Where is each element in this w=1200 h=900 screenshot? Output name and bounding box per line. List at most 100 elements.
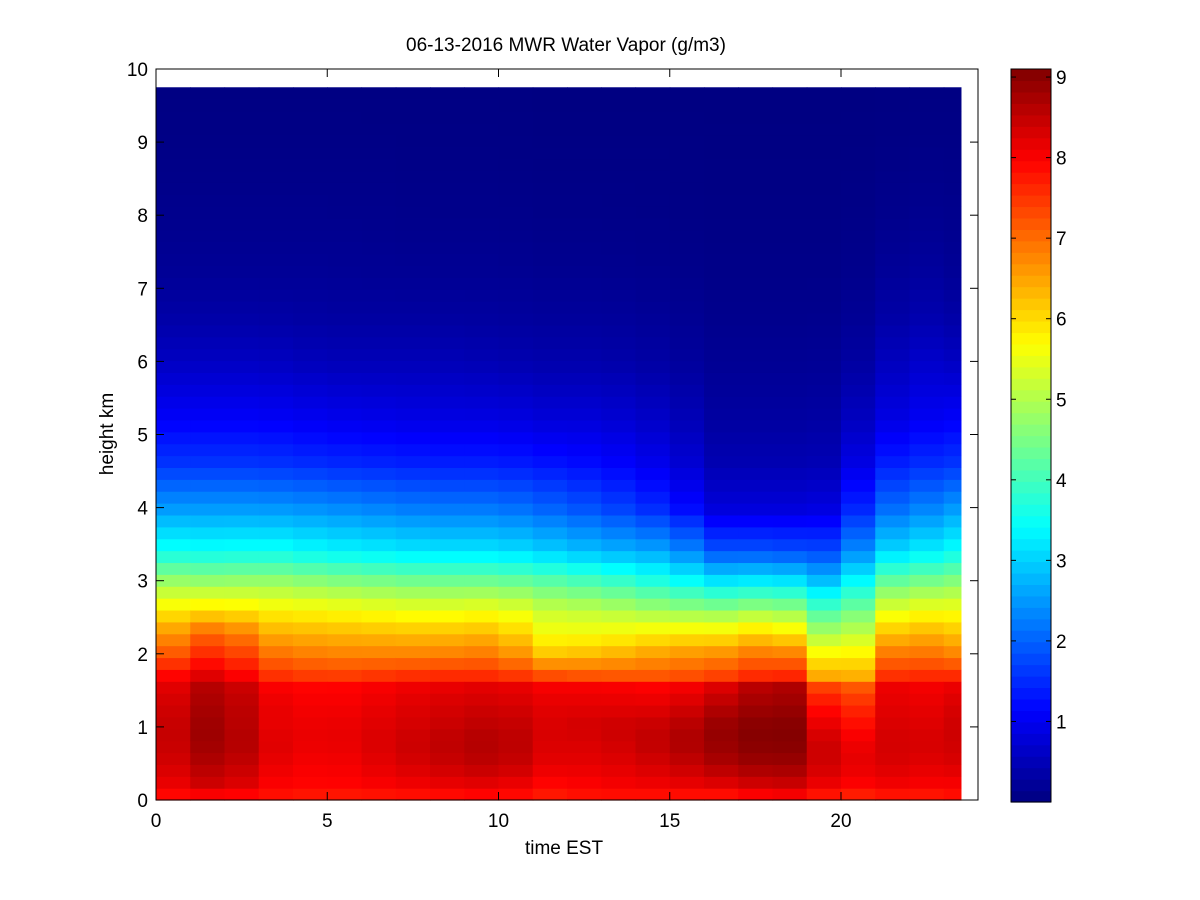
colorbar xyxy=(1011,69,1051,803)
heatmap-cell xyxy=(601,301,637,314)
colorbar-swatch xyxy=(1011,206,1051,219)
heatmap-cell xyxy=(738,301,774,314)
heatmap-cell xyxy=(395,681,431,694)
heatmap-cell xyxy=(532,384,568,397)
heatmap-cell xyxy=(841,265,876,278)
heatmap-cell xyxy=(258,372,294,385)
colorbar-tick-label: 9 xyxy=(1056,68,1067,89)
colorbar-swatch xyxy=(1011,160,1051,173)
heatmap-cell xyxy=(567,443,602,457)
x-tick-label: 15 xyxy=(659,811,680,832)
heatmap-cell xyxy=(258,693,294,706)
heatmap-cell xyxy=(293,491,328,504)
heatmap-cell xyxy=(567,621,602,635)
heatmap-cell xyxy=(635,491,671,504)
heatmap-cell xyxy=(704,503,739,516)
heatmap-cell xyxy=(293,122,328,136)
heatmap-cell xyxy=(738,633,774,647)
heatmap-cell xyxy=(841,360,876,373)
heatmap-cell xyxy=(601,87,637,100)
heatmap-cell xyxy=(875,419,911,433)
heatmap-cell xyxy=(909,693,945,706)
heatmap-cell xyxy=(669,372,705,385)
heatmap-cell xyxy=(738,467,774,480)
heatmap-cell xyxy=(395,704,431,718)
heatmap-cell xyxy=(567,633,602,647)
heatmap-cell xyxy=(669,217,705,231)
colorbar-swatch xyxy=(1011,320,1051,334)
heatmap-cell xyxy=(258,277,294,290)
heatmap-cell xyxy=(772,217,808,231)
heatmap-cell xyxy=(156,87,191,100)
heatmap-cell xyxy=(601,586,637,599)
heatmap-cell xyxy=(704,170,739,183)
heatmap-cell xyxy=(841,657,876,670)
heatmap-cell xyxy=(772,206,808,219)
heatmap-cell xyxy=(943,146,962,160)
heatmap-cell xyxy=(464,788,500,801)
colorbar-swatch xyxy=(1011,286,1051,299)
heatmap-cell xyxy=(395,146,431,160)
heatmap-cell xyxy=(430,752,465,765)
heatmap-cell xyxy=(498,348,534,362)
heatmap-cell xyxy=(704,348,739,362)
heatmap-cell xyxy=(327,455,363,468)
heatmap-cell xyxy=(601,716,637,730)
colorbar-swatch xyxy=(1011,149,1051,162)
heatmap-cell xyxy=(361,621,397,635)
heatmap-cell xyxy=(395,776,431,789)
heatmap-cell xyxy=(772,134,808,148)
heatmap-cell xyxy=(635,526,671,540)
x-tick-label: 0 xyxy=(151,811,162,832)
heatmap-cell xyxy=(430,419,465,433)
heatmap-cell xyxy=(224,776,260,789)
heatmap-cell xyxy=(156,776,191,789)
heatmap-cell xyxy=(224,217,260,231)
heatmap-cell xyxy=(327,443,363,457)
heatmap-cell xyxy=(738,526,774,540)
heatmap-cell xyxy=(806,788,842,801)
heatmap-cell xyxy=(224,122,260,136)
heatmap-cell xyxy=(909,289,945,302)
heatmap-cell xyxy=(806,443,842,457)
heatmap-cell xyxy=(464,99,500,112)
heatmap-cell xyxy=(156,134,191,148)
heatmap-cell xyxy=(601,253,637,267)
heatmap-cell xyxy=(395,764,431,777)
heatmap-cell xyxy=(704,669,739,682)
heatmap-cell xyxy=(909,443,945,457)
heatmap-cell xyxy=(258,657,294,670)
heatmap-cell xyxy=(875,562,911,575)
heatmap-cell xyxy=(361,728,397,742)
heatmap-cell xyxy=(156,241,191,255)
colorbar-swatch xyxy=(1011,446,1051,459)
heatmap-cell xyxy=(190,681,226,694)
heatmap-cell xyxy=(875,253,911,267)
heatmap-cell xyxy=(156,562,191,575)
colorbar-swatch xyxy=(1011,217,1051,230)
heatmap-cell xyxy=(806,693,842,706)
heatmap-cell xyxy=(190,206,226,219)
heatmap-cell xyxy=(943,704,962,718)
heatmap-cell xyxy=(943,336,962,350)
heatmap-cell xyxy=(224,633,260,647)
heatmap-cell xyxy=(875,408,911,421)
heatmap-cell xyxy=(395,562,431,575)
heatmap-cell xyxy=(704,408,739,421)
heatmap-cell xyxy=(327,764,363,777)
heatmap-cell xyxy=(532,182,568,195)
heatmap-cell xyxy=(464,253,500,267)
heatmap-cell xyxy=(156,324,191,338)
heatmap-cell xyxy=(156,217,191,231)
heatmap-cell xyxy=(532,431,568,445)
colorbar-swatch xyxy=(1011,687,1051,700)
heatmap-cell xyxy=(464,704,500,718)
colorbar-swatch xyxy=(1011,309,1051,322)
heatmap-cell xyxy=(430,776,465,789)
heatmap-cell xyxy=(601,360,637,373)
heatmap-cell xyxy=(293,419,328,433)
heatmap-cell xyxy=(669,503,705,516)
heatmap-cell xyxy=(464,514,500,528)
heatmap-cell xyxy=(430,491,465,504)
heatmap-cell xyxy=(498,598,534,611)
